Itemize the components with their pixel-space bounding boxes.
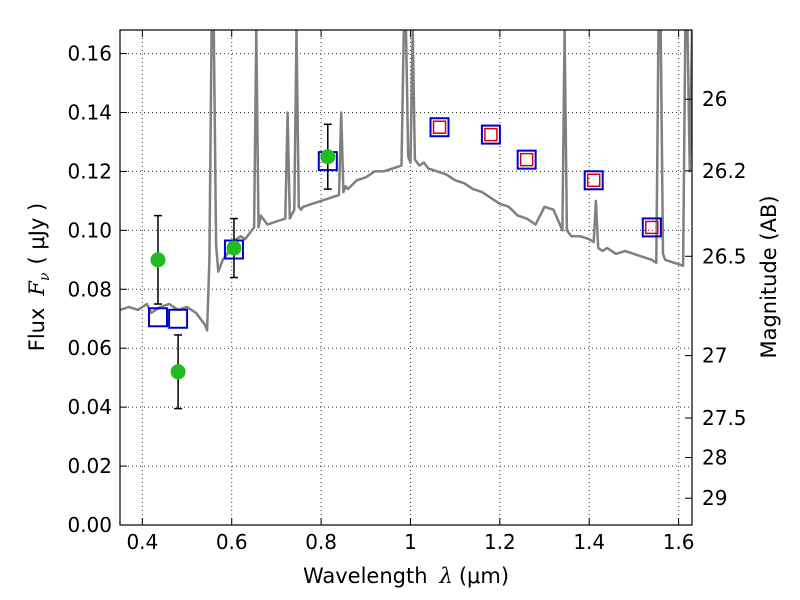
x-tick-label: 1 xyxy=(404,530,417,554)
y2-axis-label: Magnitude (AB) xyxy=(757,195,781,358)
x-axis-label: Wavelength λ (μm) xyxy=(303,564,509,588)
observed-point xyxy=(150,252,166,268)
model-photometry-square xyxy=(516,149,537,170)
y-axis-label-subscript: ν xyxy=(37,272,53,281)
model-spectrum-layer xyxy=(120,30,692,332)
y-tick-label: 0.14 xyxy=(67,101,112,125)
y-tick-label: 0.02 xyxy=(67,454,112,478)
model-photometry-square xyxy=(429,117,450,138)
y-tick-label: 0.10 xyxy=(67,218,112,242)
y-axis-label-unit: ( μJy ) xyxy=(25,203,49,265)
model-photometry-square xyxy=(641,217,662,238)
y-tick-label: 0.00 xyxy=(67,513,112,537)
model-spectrum-line xyxy=(120,30,692,332)
x-tick-label: 0.6 xyxy=(216,530,248,554)
model-photometry-inner-square xyxy=(645,220,659,235)
y-tick-label: 0.04 xyxy=(67,395,112,419)
model-photometry-inner-square xyxy=(519,152,534,167)
model-photometry-inner-square xyxy=(586,173,601,188)
model-photometry-square xyxy=(583,170,604,191)
y2-tick-label: 27.5 xyxy=(702,406,747,430)
y2-tick-label: 28 xyxy=(702,446,727,470)
plot-frame xyxy=(119,29,693,526)
axis-ticks: 0.4 0.6 0.8 1 1.2 1.4 1.6 0.00 0.02 0.04 0.06 0.08 0… xyxy=(67,30,747,554)
data-points-layer xyxy=(147,117,662,410)
x-tick-label: 1.6 xyxy=(663,530,695,554)
y2-tick-label: 26.5 xyxy=(702,244,747,268)
model-photometry-square xyxy=(168,308,189,329)
model-photometry-square xyxy=(147,307,168,328)
x-axis-label-unit: (μm) xyxy=(459,564,509,588)
x-tick-label: 0.8 xyxy=(305,530,337,554)
x-tick-label: 1.2 xyxy=(484,530,516,554)
x-axis-label-text: Wavelength xyxy=(303,564,428,588)
y-tick-label: 0.16 xyxy=(67,42,112,66)
y-tick-label: 0.06 xyxy=(67,336,112,360)
x-axis-label-symbol: λ xyxy=(439,564,453,588)
y-tick-label: 0.12 xyxy=(67,159,112,183)
x-tick-label: 1.4 xyxy=(573,530,605,554)
y-axis-label: Flux Fν ( μJy ) xyxy=(25,203,53,351)
model-photometry-square xyxy=(480,124,501,145)
y2-tick-label: 26 xyxy=(702,87,727,111)
y-axis-label-text: Flux xyxy=(25,308,49,352)
y-axis-label-symbol: F xyxy=(25,280,49,297)
grid-lines xyxy=(120,30,692,525)
y2-tick-label: 27 xyxy=(702,344,727,368)
observed-point xyxy=(170,364,186,380)
y2-tick-label: 29 xyxy=(702,486,727,510)
y-tick-label: 0.08 xyxy=(67,277,112,301)
observed-point xyxy=(320,149,336,165)
model-photometry-inner-square xyxy=(432,120,447,134)
y2-tick-label: 26.2 xyxy=(702,159,747,183)
x-tick-label: 0.4 xyxy=(126,530,158,554)
model-photometry-inner-square xyxy=(484,127,498,142)
observed-point xyxy=(226,240,242,256)
